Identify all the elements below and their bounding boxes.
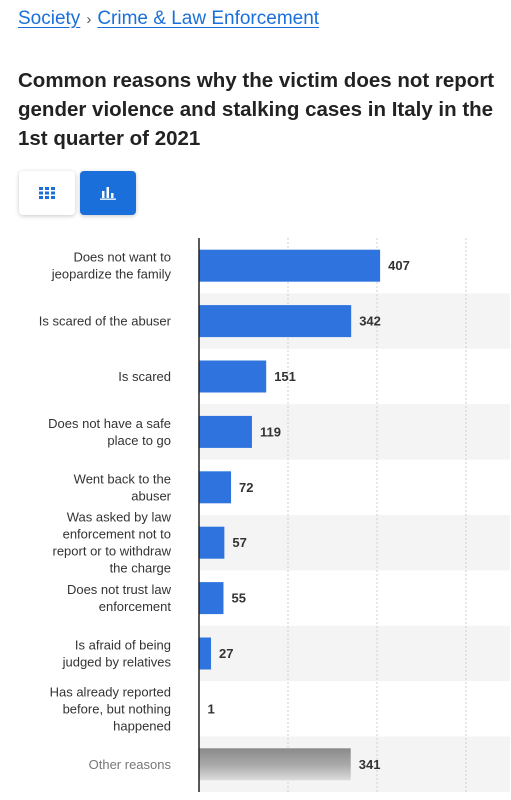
category-label: Has already reported before, but nothing h… [50,684,171,733]
data-label: 342 [359,314,381,329]
bar [199,249,381,282]
breadcrumb-link-crime-law-enforcement[interactable]: Crime & Law Enforcement [97,8,320,29]
bar [199,415,252,448]
bar [199,637,212,670]
breadcrumb: Society › Crime & Law Enforcement [18,8,319,30]
row-band [199,515,510,571]
data-label: 341 [359,757,381,772]
breadcrumb-separator: › [86,10,92,28]
category-label: Went back to the abuser [74,471,172,503]
bar [199,526,225,559]
data-label: 57 [232,535,246,550]
bar [199,748,351,781]
breadcrumb-link-society[interactable]: Society [18,8,81,29]
data-label: 151 [274,369,296,384]
category-label: Is scared of the abuser [39,314,172,329]
grid-icon [39,187,55,199]
row-band [199,625,510,682]
bar [199,360,267,393]
category-label: Is afraid of being judged by relatives [62,638,172,670]
data-label: 55 [231,591,245,606]
category-label: Does not want to jeopardize the family [51,250,172,282]
data-label: 27 [219,646,233,661]
data-label: 1 [208,701,215,716]
bar [199,582,224,615]
bar-chart-icon [100,187,116,200]
bar [199,305,352,338]
category-label: Other reasons [89,757,172,772]
category-label: Was asked by law enforcement not to report… [53,510,172,576]
view-toggle [19,171,136,215]
chart-view-button[interactable] [80,171,136,215]
category-label: Does not trust law enforcement [67,582,172,614]
bar [199,471,232,504]
category-label: Does not have a safe place to go [48,416,171,448]
category-label: Is scared [118,369,171,384]
chart-title: Common reasons why the victim does not r… [18,69,495,150]
data-label: 407 [388,258,410,273]
data-label: 72 [239,480,253,495]
data-label: 119 [260,424,281,439]
table-view-button[interactable] [19,171,75,215]
